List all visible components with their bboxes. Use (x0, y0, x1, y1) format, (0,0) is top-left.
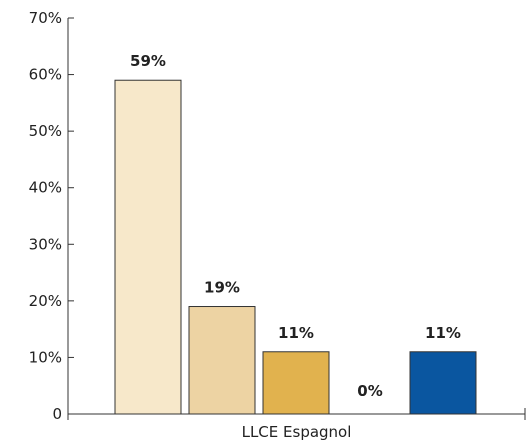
bar-value-label: 11% (278, 324, 314, 342)
bar (188, 306, 256, 415)
y-tick-label: 10% (29, 348, 62, 366)
y-tick-label: 30% (29, 235, 62, 253)
bar (409, 351, 477, 415)
y-tick-label: 0 (52, 405, 62, 423)
y-tick-label: 60% (29, 66, 62, 84)
y-tick-label: 50% (29, 122, 62, 140)
bar-value-label: 19% (204, 279, 240, 297)
x-category-label: LLCE Espagnol (242, 423, 352, 441)
bar (262, 351, 330, 415)
bar (114, 79, 182, 415)
bar-value-label: 0% (357, 382, 382, 400)
y-tick-label: 40% (29, 179, 62, 197)
y-axis: 0 10% 20% 30% 40% 50% 60% 70% (29, 9, 74, 423)
bars (114, 79, 477, 415)
y-tick-label: 70% (29, 9, 62, 27)
data-labels: 59% 19% 11% 0% 11% (130, 52, 461, 400)
y-tick-label: 20% (29, 292, 62, 310)
bar-value-label: 11% (425, 324, 461, 342)
bar-value-label: 59% (130, 52, 166, 70)
